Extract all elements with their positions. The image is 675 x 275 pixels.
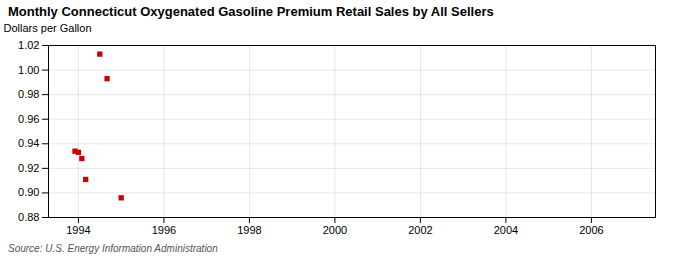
svg-text:2006: 2006 <box>579 224 603 236</box>
svg-text:1.00: 1.00 <box>18 64 39 76</box>
svg-text:0.90: 0.90 <box>18 186 39 198</box>
svg-text:2000: 2000 <box>323 224 347 236</box>
svg-text:0.94: 0.94 <box>18 137 39 149</box>
svg-text:0.98: 0.98 <box>18 88 39 100</box>
svg-text:1998: 1998 <box>237 224 261 236</box>
svg-text:Dollars per Gallon: Dollars per Gallon <box>4 22 92 34</box>
svg-text:0.88: 0.88 <box>18 211 39 223</box>
svg-text:1994: 1994 <box>66 224 90 236</box>
svg-text:2004: 2004 <box>494 224 518 236</box>
svg-text:1.02: 1.02 <box>18 39 39 51</box>
svg-text:0.96: 0.96 <box>18 113 39 125</box>
svg-text:0.92: 0.92 <box>18 162 39 174</box>
svg-text:2002: 2002 <box>408 224 432 236</box>
svg-text:1996: 1996 <box>152 224 176 236</box>
html-text:Source: U.S. Energy Informatio: Source: U.S. Energy Information Administ… <box>8 243 218 254</box>
html-text:Monthly Connecticut Oxygenated: Monthly Connecticut Oxygenated Gasoline … <box>8 4 494 19</box>
